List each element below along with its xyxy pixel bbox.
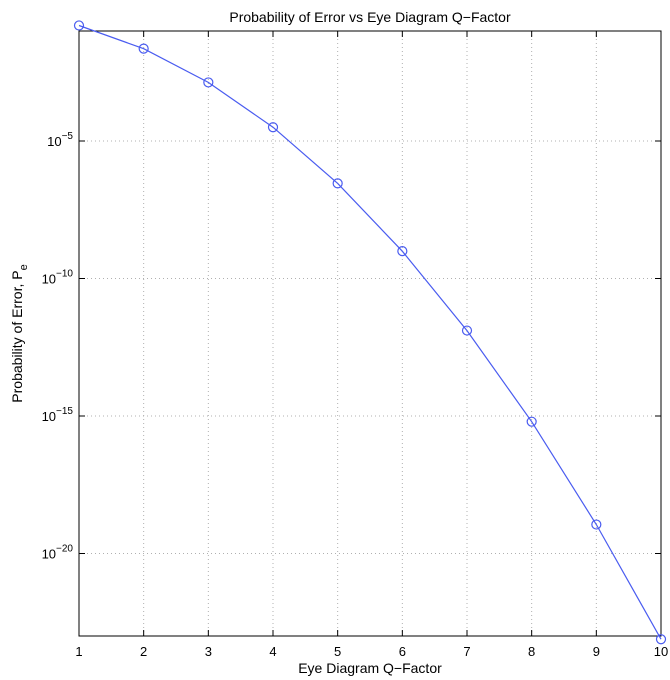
x-tick-label: 7 [463,644,470,659]
x-tick-label: 4 [269,644,276,659]
y-tick-base: 10 [42,409,56,424]
data-point-marker [526,416,537,427]
y-tick-base: 10 [42,272,56,287]
x-tick-label: 6 [399,644,406,659]
series-line [78,24,662,640]
x-tick-label: 10 [654,644,668,659]
x-axis-title: Eye Diagram Q−Factor [298,660,442,676]
x-tick-label: 2 [140,644,147,659]
data-point-marker [73,20,85,31]
data-point-marker [591,519,602,530]
y-tick-base: 10 [42,547,56,562]
chart-title: Probability of Error vs Eye Diagram Q−Fa… [229,9,511,25]
y-tick-exponent: −20 [56,544,73,555]
data-point-marker [332,178,343,189]
data-point-marker [203,77,214,88]
plot-frame [78,30,662,637]
y-tick-label: 10−15 [42,406,74,424]
x-tick-label: 3 [205,644,212,659]
x-tick-label: 8 [528,644,535,659]
x-tick-label: 1 [75,644,82,659]
y-tick-base: 10 [47,134,61,149]
y-axis-title-main: Probability of Error, P [9,270,25,402]
data-point-marker [138,43,149,54]
y-tick-label: 10−5 [47,131,73,149]
data-point-marker [267,122,279,133]
x-tick-label: 9 [593,644,600,659]
y-tick-label: 10−20 [42,544,74,562]
x-tick-labels: 1 2 3 4 5 6 7 8 9 10 [75,644,668,659]
x-tick-label: 5 [334,644,341,659]
y-axis-title: Probability of Error, Pe [9,264,30,402]
y-axis-title-subscript: e [18,264,30,270]
y-tick-exponent: −10 [56,269,73,280]
grid [79,31,661,636]
data-point-marker [655,634,667,645]
y-tick-exponent: −15 [56,406,73,417]
data-point-marker [397,246,408,257]
y-tick-label: 10−10 [42,269,74,287]
data-point-marker [461,325,473,336]
y-tick-exponent: −5 [62,131,74,142]
axis-ticks [78,31,662,636]
series-markers [73,20,667,645]
